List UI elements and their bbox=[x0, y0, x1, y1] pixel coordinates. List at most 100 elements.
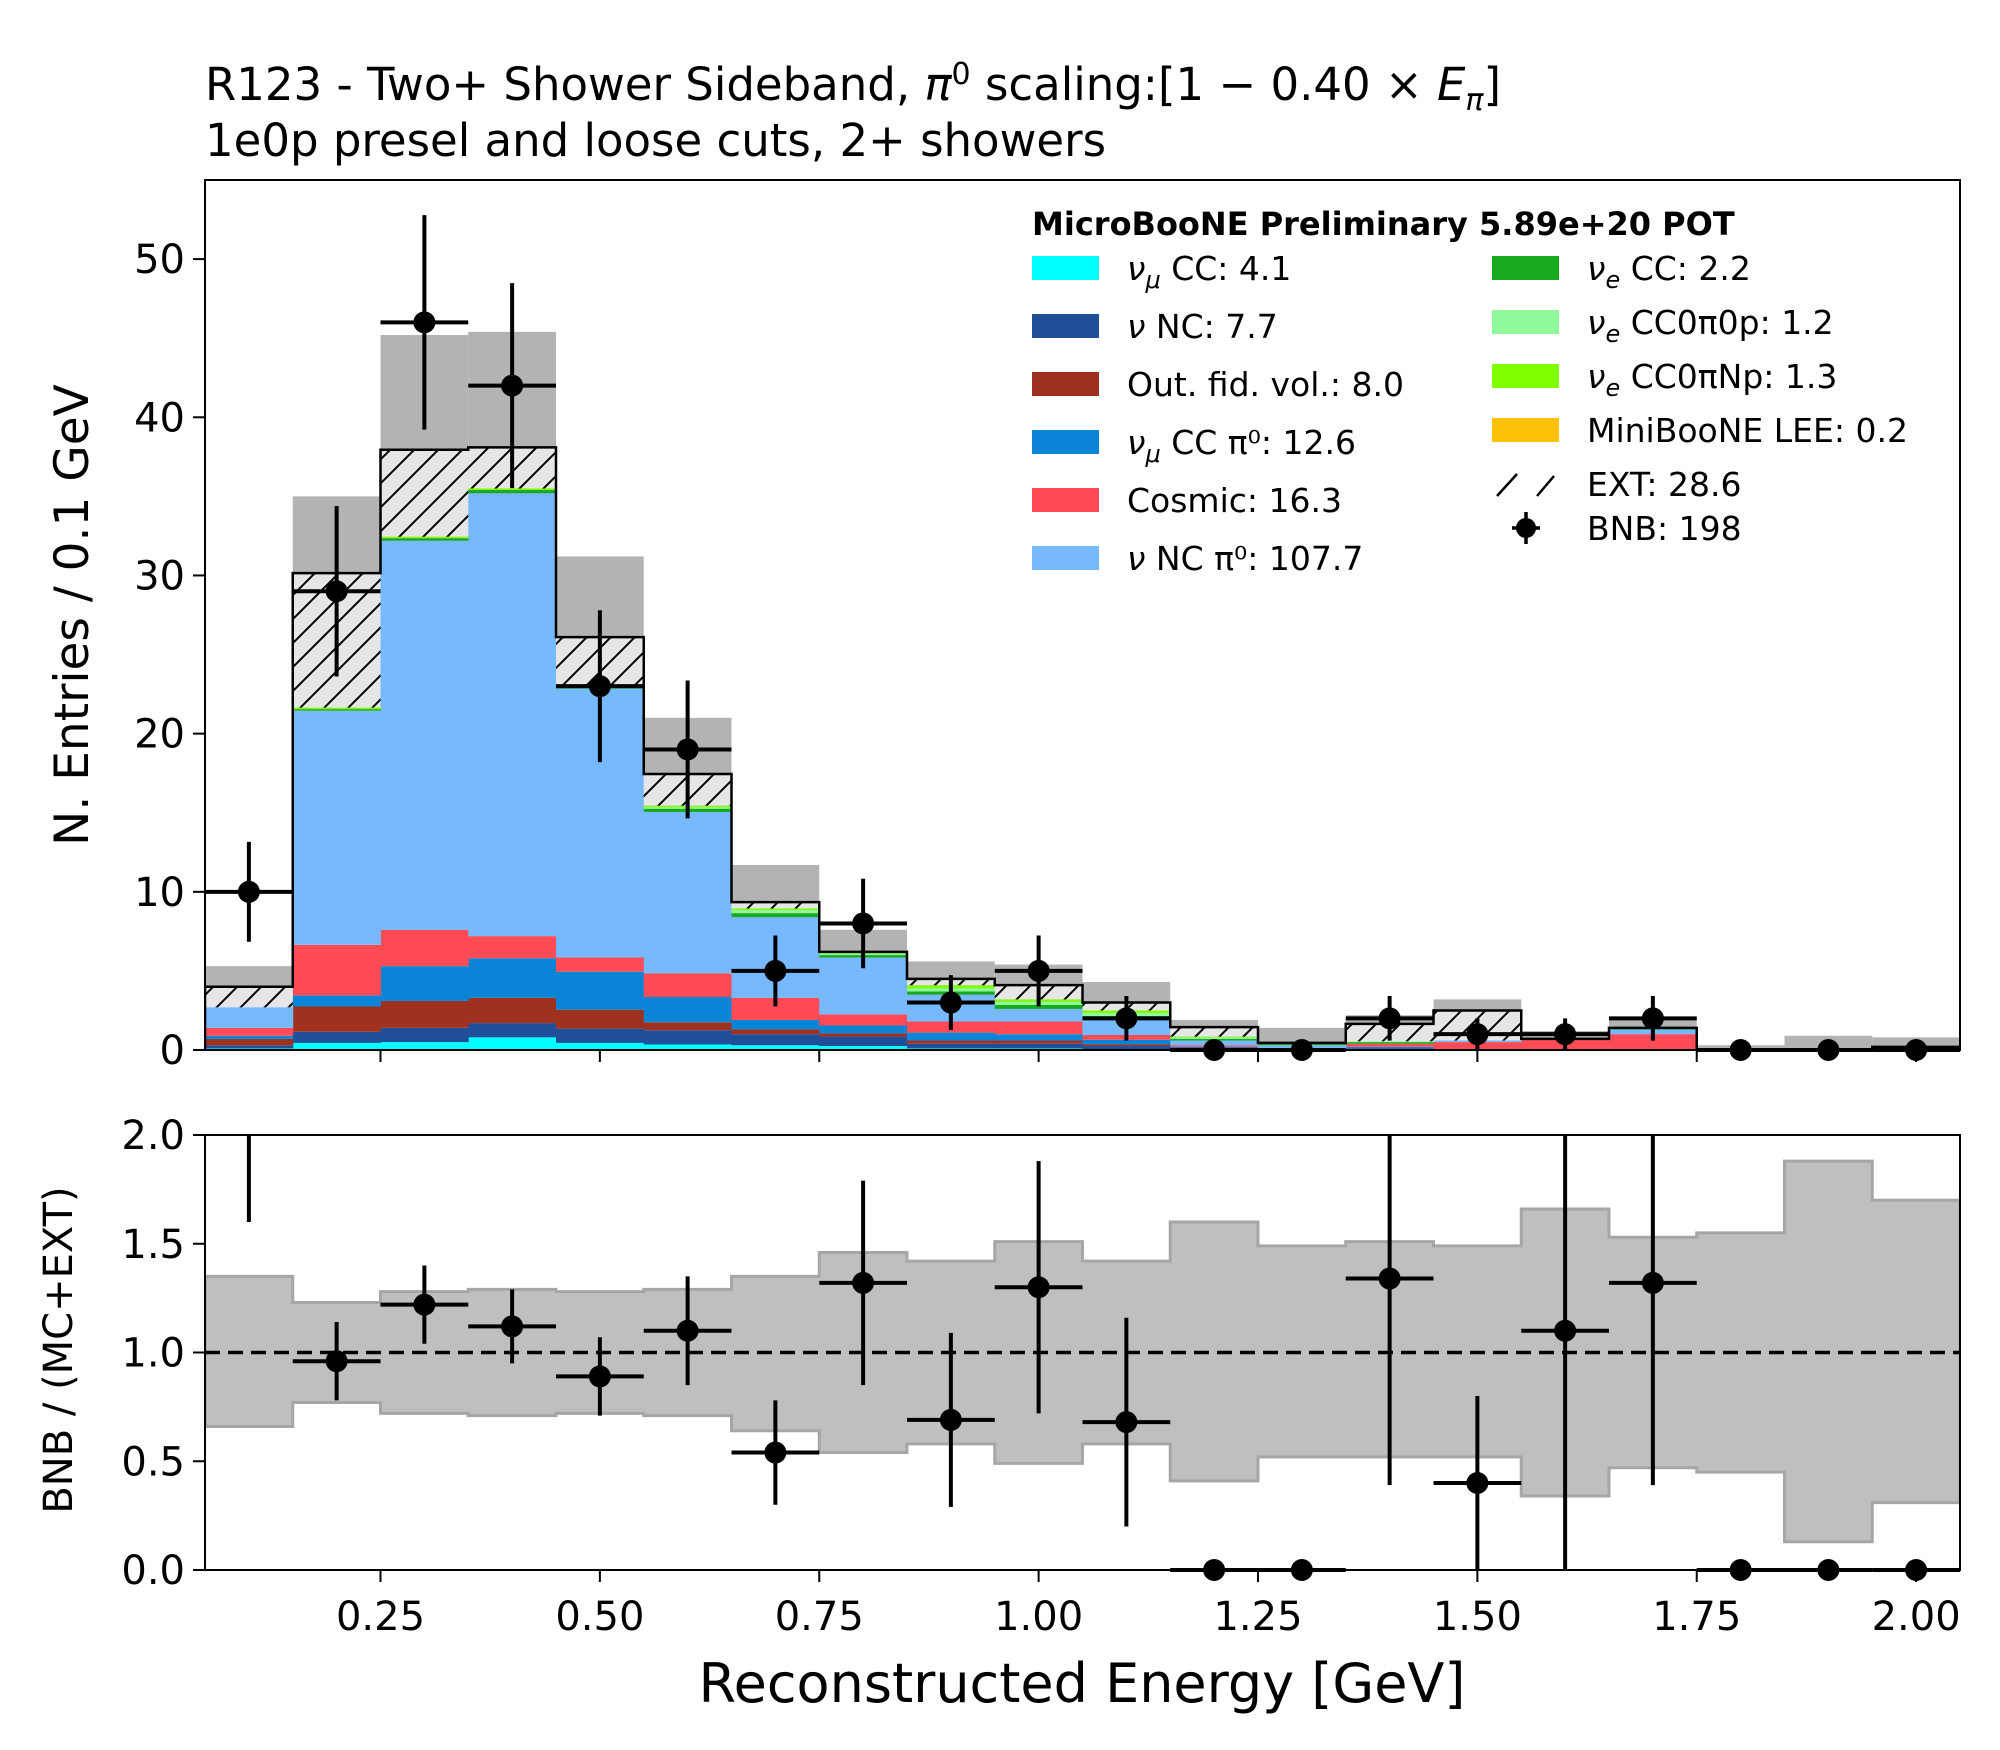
legend-swatch-nu_nc_pi0 bbox=[1032, 546, 1099, 570]
data-point bbox=[1641, 1007, 1664, 1030]
legend-swatch-nue_cc0piNp bbox=[1492, 364, 1559, 388]
data-point bbox=[939, 991, 962, 1014]
data-point bbox=[852, 912, 875, 935]
bar-numu_cc_pi0 bbox=[205, 1035, 294, 1039]
bar-cosmic bbox=[819, 1014, 908, 1026]
legend-swatch-ext bbox=[1536, 475, 1555, 497]
legend-label-out_fid: Out. fid. vol.: 8.0 bbox=[1127, 365, 1404, 404]
legend-swatch-nu_nc bbox=[1032, 314, 1099, 338]
bar-ext bbox=[1170, 1027, 1258, 1037]
bar-cosmic bbox=[205, 1027, 294, 1036]
bar-numu_cc bbox=[292, 1042, 381, 1050]
legend-label-cosmic: Cosmic: 16.3 bbox=[1127, 481, 1342, 520]
legend-swatch-numu_cc bbox=[1032, 256, 1099, 280]
data-point bbox=[764, 959, 787, 982]
x-axis: 0.25 0.50 0.75 1.00 1.25 1.50 1.75 2.00 bbox=[336, 1050, 1961, 1640]
total-outline bbox=[205, 446, 1960, 1050]
bar-nu_nc bbox=[292, 1031, 381, 1043]
x-tick-label: 0.75 bbox=[775, 1594, 864, 1640]
bar-nue_cc bbox=[292, 709, 381, 711]
bar-cosmic bbox=[1609, 1034, 1698, 1050]
bar-out_fid bbox=[731, 1029, 820, 1035]
bar-nue_cc0piNp bbox=[1170, 1036, 1259, 1038]
band-bin bbox=[1258, 1027, 1346, 1043]
bar-nue_cc0piNp bbox=[731, 908, 820, 911]
bar-nu_nc_pi0 bbox=[292, 710, 381, 945]
legend-label-numu_cc: νμ CC: 4.1 bbox=[1127, 249, 1291, 294]
bar-numu_cc bbox=[556, 1042, 645, 1050]
y-tick-label: 20 bbox=[134, 712, 185, 758]
legend-marker-bnb bbox=[1516, 518, 1536, 538]
legend-swatch-miniboone_lee bbox=[1492, 418, 1559, 442]
bar-numu_cc bbox=[731, 1045, 820, 1050]
legend-swatch-numu_cc_pi0 bbox=[1032, 430, 1099, 454]
bar-numu_cc_pi0 bbox=[380, 966, 469, 1001]
bar-nue_cc bbox=[1345, 1042, 1434, 1044]
legend-label-nue_cc0pi0p: νe CC0π0p: 1.2 bbox=[1587, 303, 1834, 348]
legend-swatch-nue_cc bbox=[1492, 256, 1559, 280]
legend-swatch-ext bbox=[1496, 473, 1518, 497]
bar-out_fid bbox=[994, 1040, 1083, 1044]
data-point bbox=[325, 580, 348, 603]
top-y-axis-label: N. Entries / 0.1 GeV bbox=[45, 384, 100, 846]
bar-nu_nc bbox=[468, 1023, 557, 1038]
data-point bbox=[1378, 1007, 1401, 1030]
data-point bbox=[676, 738, 699, 761]
bar-nu_nc bbox=[380, 1027, 469, 1043]
bar-ext bbox=[380, 449, 469, 537]
bar-out_fid bbox=[380, 1000, 469, 1028]
y-tick-label: 10 bbox=[134, 870, 185, 916]
bar-nu_nc_pi0 bbox=[643, 811, 732, 974]
bar-out_fid bbox=[292, 1006, 381, 1032]
bar-cosmic bbox=[1345, 1043, 1434, 1047]
bar-numu_cc_pi0 bbox=[468, 958, 557, 998]
bar-nu_nc bbox=[907, 1043, 996, 1049]
data-point bbox=[237, 880, 260, 903]
x-tick-label: 1.50 bbox=[1433, 1594, 1522, 1640]
y-tick-label: 2.0 bbox=[121, 1113, 185, 1159]
bar-nue_cc bbox=[731, 913, 820, 918]
bar-nu_nc bbox=[994, 1043, 1083, 1049]
data-point bbox=[588, 675, 611, 698]
bar-ext bbox=[731, 902, 820, 909]
bar-cosmic bbox=[994, 1021, 1083, 1035]
bar-nu_nc_pi0 bbox=[994, 1008, 1083, 1022]
bar-numu_cc bbox=[380, 1042, 469, 1050]
ext-histogram bbox=[205, 446, 1960, 1050]
bar-nu_nc bbox=[556, 1028, 645, 1043]
legend-label-numu_cc_pi0: νμ CC π⁰: 12.6 bbox=[1127, 423, 1356, 468]
top-plot-frame bbox=[204, 179, 1961, 1051]
bar-numu_cc_pi0 bbox=[1345, 1046, 1434, 1049]
legend-label-bnb: BNB: 198 bbox=[1587, 509, 1742, 548]
bar-nue_cc bbox=[468, 490, 557, 494]
bar-out_fid bbox=[643, 1022, 732, 1031]
y-tick-label: 1.5 bbox=[121, 1222, 185, 1268]
bar-nue_cc0piNp bbox=[380, 536, 469, 539]
x-tick-label: 0.25 bbox=[336, 1594, 425, 1640]
bar-numu_cc_pi0 bbox=[556, 971, 645, 1010]
bar-numu_cc bbox=[468, 1037, 557, 1050]
y-tick-label: 0 bbox=[160, 1028, 185, 1074]
bar-cosmic bbox=[468, 936, 557, 959]
bar-numu_cc_pi0 bbox=[643, 997, 732, 1023]
legend-label-miniboone_lee: MiniBooNE LEE: 0.2 bbox=[1587, 411, 1908, 450]
bar-cosmic bbox=[292, 944, 381, 996]
stacked-histogram bbox=[205, 488, 1960, 1050]
legend-label-ext: EXT: 28.6 bbox=[1587, 465, 1742, 504]
bar-cosmic bbox=[380, 929, 469, 967]
bar-out_fid bbox=[556, 1009, 645, 1029]
bar-numu_cc_pi0 bbox=[731, 1019, 820, 1030]
bar-numu_cc bbox=[819, 1046, 908, 1050]
bar-numu_cc_pi0 bbox=[907, 1032, 996, 1041]
y-tick-label: 30 bbox=[134, 553, 185, 599]
bar-out_fid bbox=[205, 1038, 294, 1046]
x-tick-label: 1.25 bbox=[1213, 1594, 1302, 1640]
chart-subtitle: 1e0p presel and loose cuts, 2+ showers bbox=[205, 114, 1106, 167]
bar-nue_cc0pi0p bbox=[1170, 1037, 1259, 1039]
legend-swatch-out_fid bbox=[1032, 372, 1099, 396]
bottom-y-axis-label: BNB / (MC+EXT) bbox=[36, 1186, 82, 1513]
bar-nue_cc0piNp bbox=[292, 707, 381, 710]
y-tick-label: 1.0 bbox=[121, 1331, 185, 1377]
bar-numu_cc_pi0 bbox=[994, 1034, 1083, 1041]
